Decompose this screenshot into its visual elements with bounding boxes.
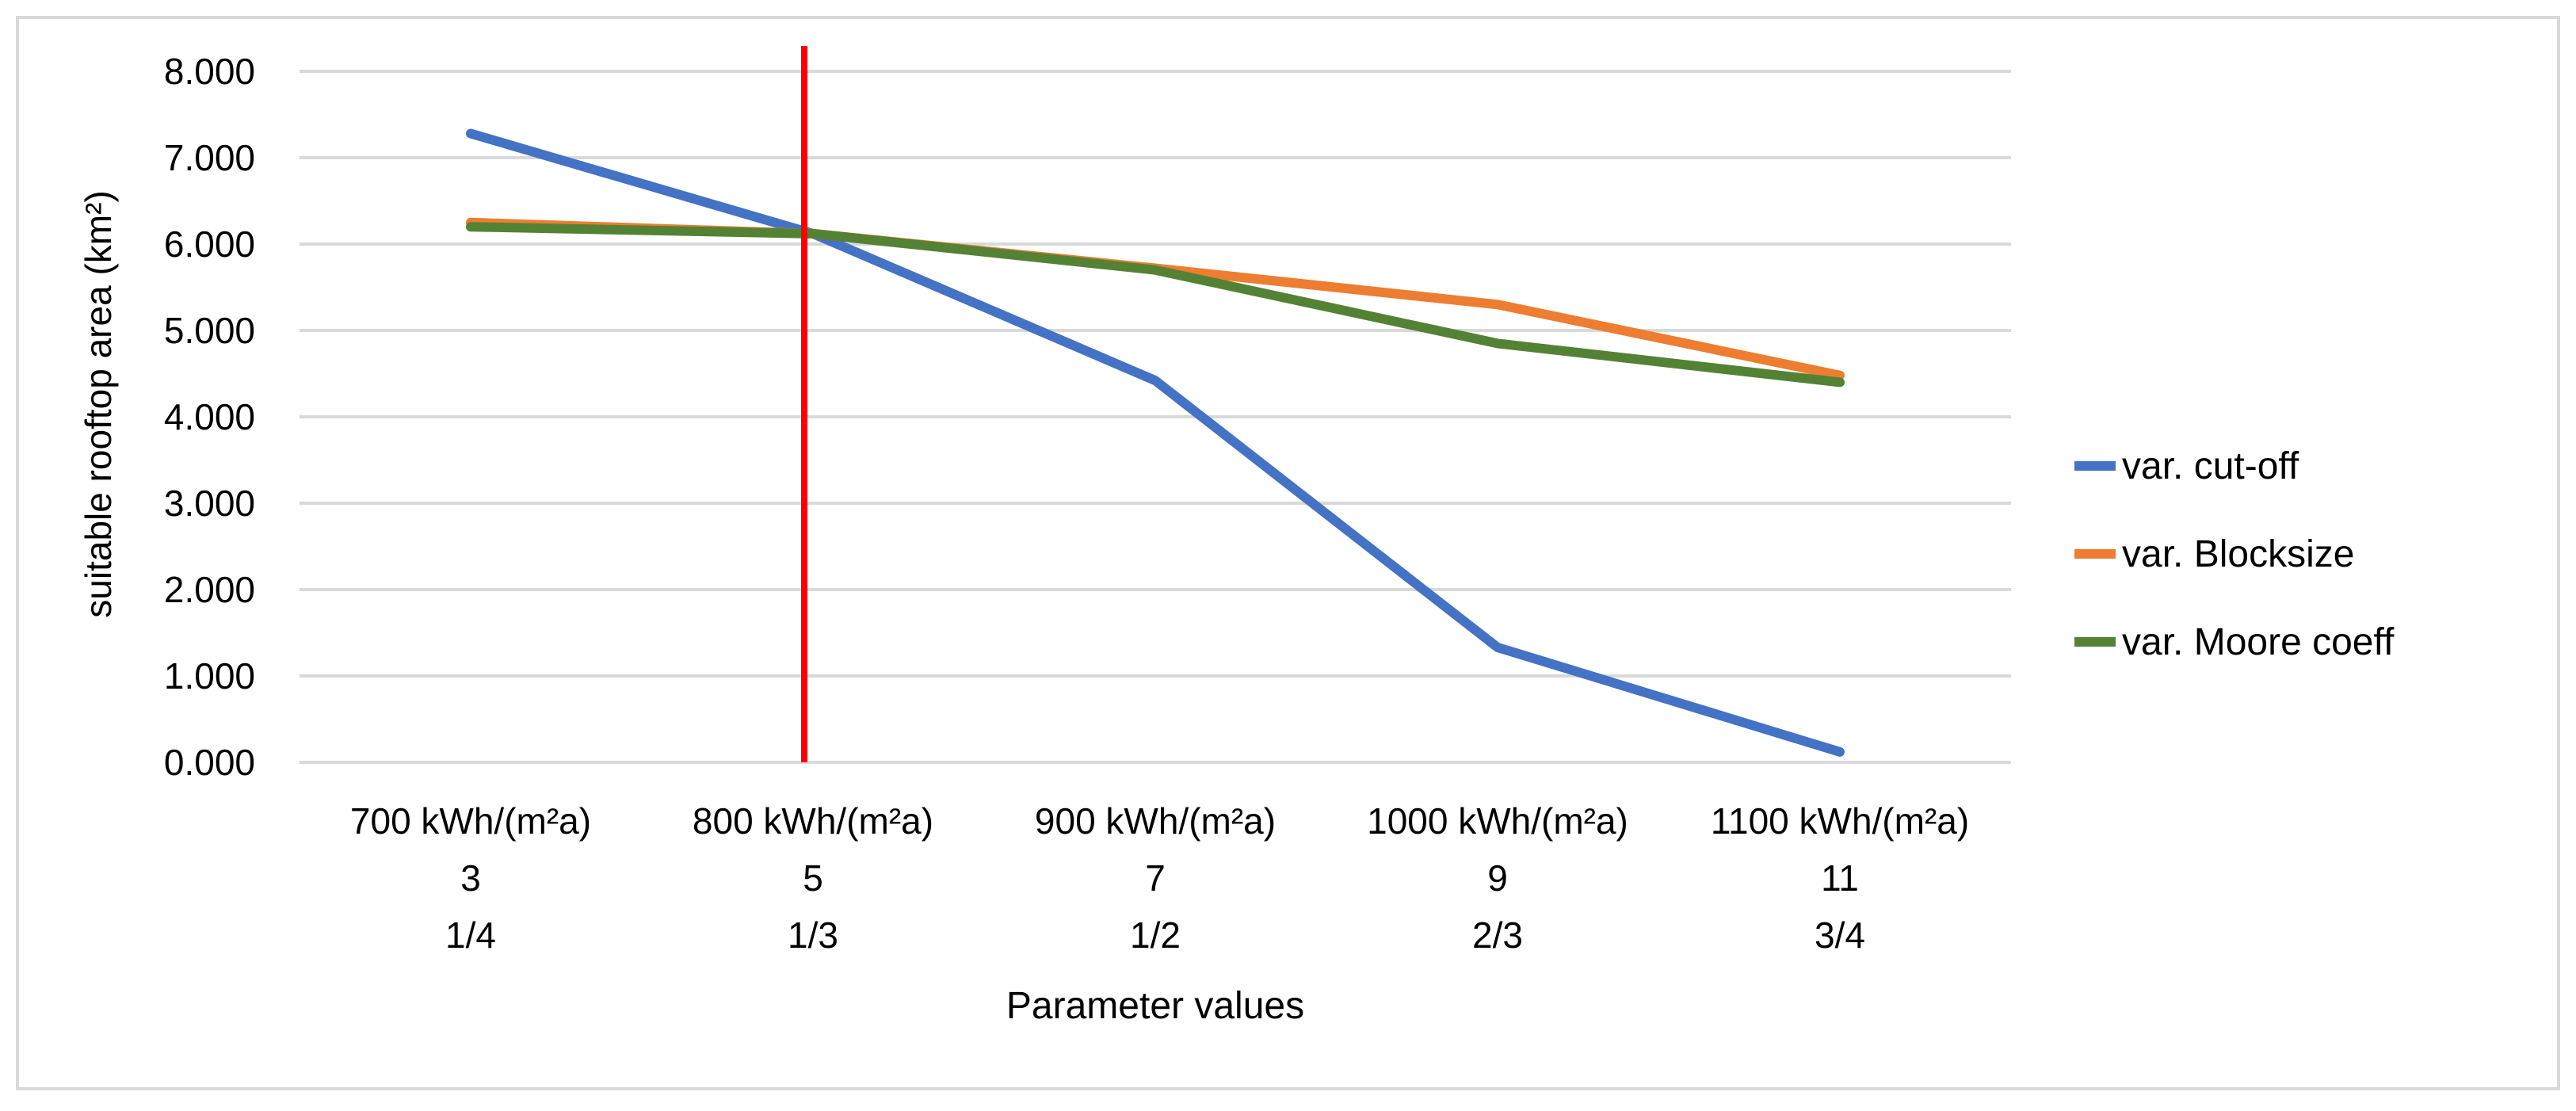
x-tick-label: 900 kWh/(m²a) bbox=[1035, 800, 1276, 842]
x-tick-label: 3/4 bbox=[1815, 914, 1865, 956]
data-point bbox=[1839, 375, 1841, 376]
data-point bbox=[812, 233, 814, 235]
legend-label: var. Moore coeff bbox=[2122, 621, 2395, 663]
x-tick-label: 700 kWh/(m²a) bbox=[350, 800, 591, 842]
data-point bbox=[1497, 647, 1498, 648]
series-line-var-moore-coeff bbox=[466, 222, 1845, 388]
data-point bbox=[470, 226, 471, 227]
y-tick-label: 6.000 bbox=[164, 223, 255, 265]
y-tick-label: 1.000 bbox=[164, 655, 255, 697]
x-tick-label: 800 kWh/(m²a) bbox=[693, 800, 933, 842]
x-tick-label: 1/3 bbox=[788, 914, 838, 956]
x-tick-label: 2/3 bbox=[1472, 914, 1523, 956]
y-axis-title: suitable rooftop area (km²) bbox=[78, 190, 119, 617]
y-tick-label: 7.000 bbox=[164, 137, 255, 178]
data-point bbox=[1497, 304, 1498, 305]
x-tick-label: 1/4 bbox=[445, 914, 496, 956]
series-lines bbox=[466, 128, 1845, 757]
x-tick-label: 5 bbox=[803, 857, 823, 899]
x-tick-label: 9 bbox=[1487, 857, 1508, 899]
x-axis-tick-labels: 700 kWh/(m²a) 3 1/4 800 kWh/(m²a) 5 1/3 900 kW… bbox=[350, 800, 1969, 956]
chart-border bbox=[16, 16, 2560, 1090]
x-tick-label: 3 bbox=[460, 857, 481, 899]
x-axis-title: Parameter values bbox=[1006, 985, 1304, 1027]
data-point bbox=[1154, 380, 1156, 381]
y-tick-label: 4.000 bbox=[164, 396, 255, 437]
legend-label: var. cut-off bbox=[2122, 445, 2299, 487]
x-tick-label: 1100 kWh/(m²a) bbox=[1711, 800, 1969, 842]
data-point bbox=[470, 132, 471, 134]
data-point bbox=[1497, 342, 1498, 344]
x-tick-label: 1/2 bbox=[1130, 914, 1181, 956]
gridlines bbox=[300, 70, 2011, 764]
y-axis-tick-labels: 0.000 1.000 2.000 3.000 4.000 5.000 6.000 7.000… bbox=[164, 51, 255, 783]
y-tick-label: 5.000 bbox=[164, 310, 255, 351]
x-tick-label: 7 bbox=[1145, 857, 1166, 899]
data-point bbox=[1839, 751, 1841, 753]
x-tick-label: 11 bbox=[1821, 857, 1859, 899]
y-tick-label: 0.000 bbox=[164, 742, 255, 783]
y-tick-label: 2.000 bbox=[164, 569, 255, 610]
legend: var. cut-off var. Blocksize var. Moore coe… bbox=[2074, 445, 2395, 663]
legend-label: var. Blocksize bbox=[2122, 533, 2354, 575]
data-point bbox=[1154, 269, 1156, 271]
data-point bbox=[1839, 381, 1841, 383]
x-tick-label: 1000 kWh/(m²a) bbox=[1367, 800, 1628, 842]
series-line-var-cut-off bbox=[466, 128, 1845, 757]
y-tick-label: 8.000 bbox=[164, 51, 255, 92]
y-tick-label: 3.000 bbox=[164, 483, 255, 524]
